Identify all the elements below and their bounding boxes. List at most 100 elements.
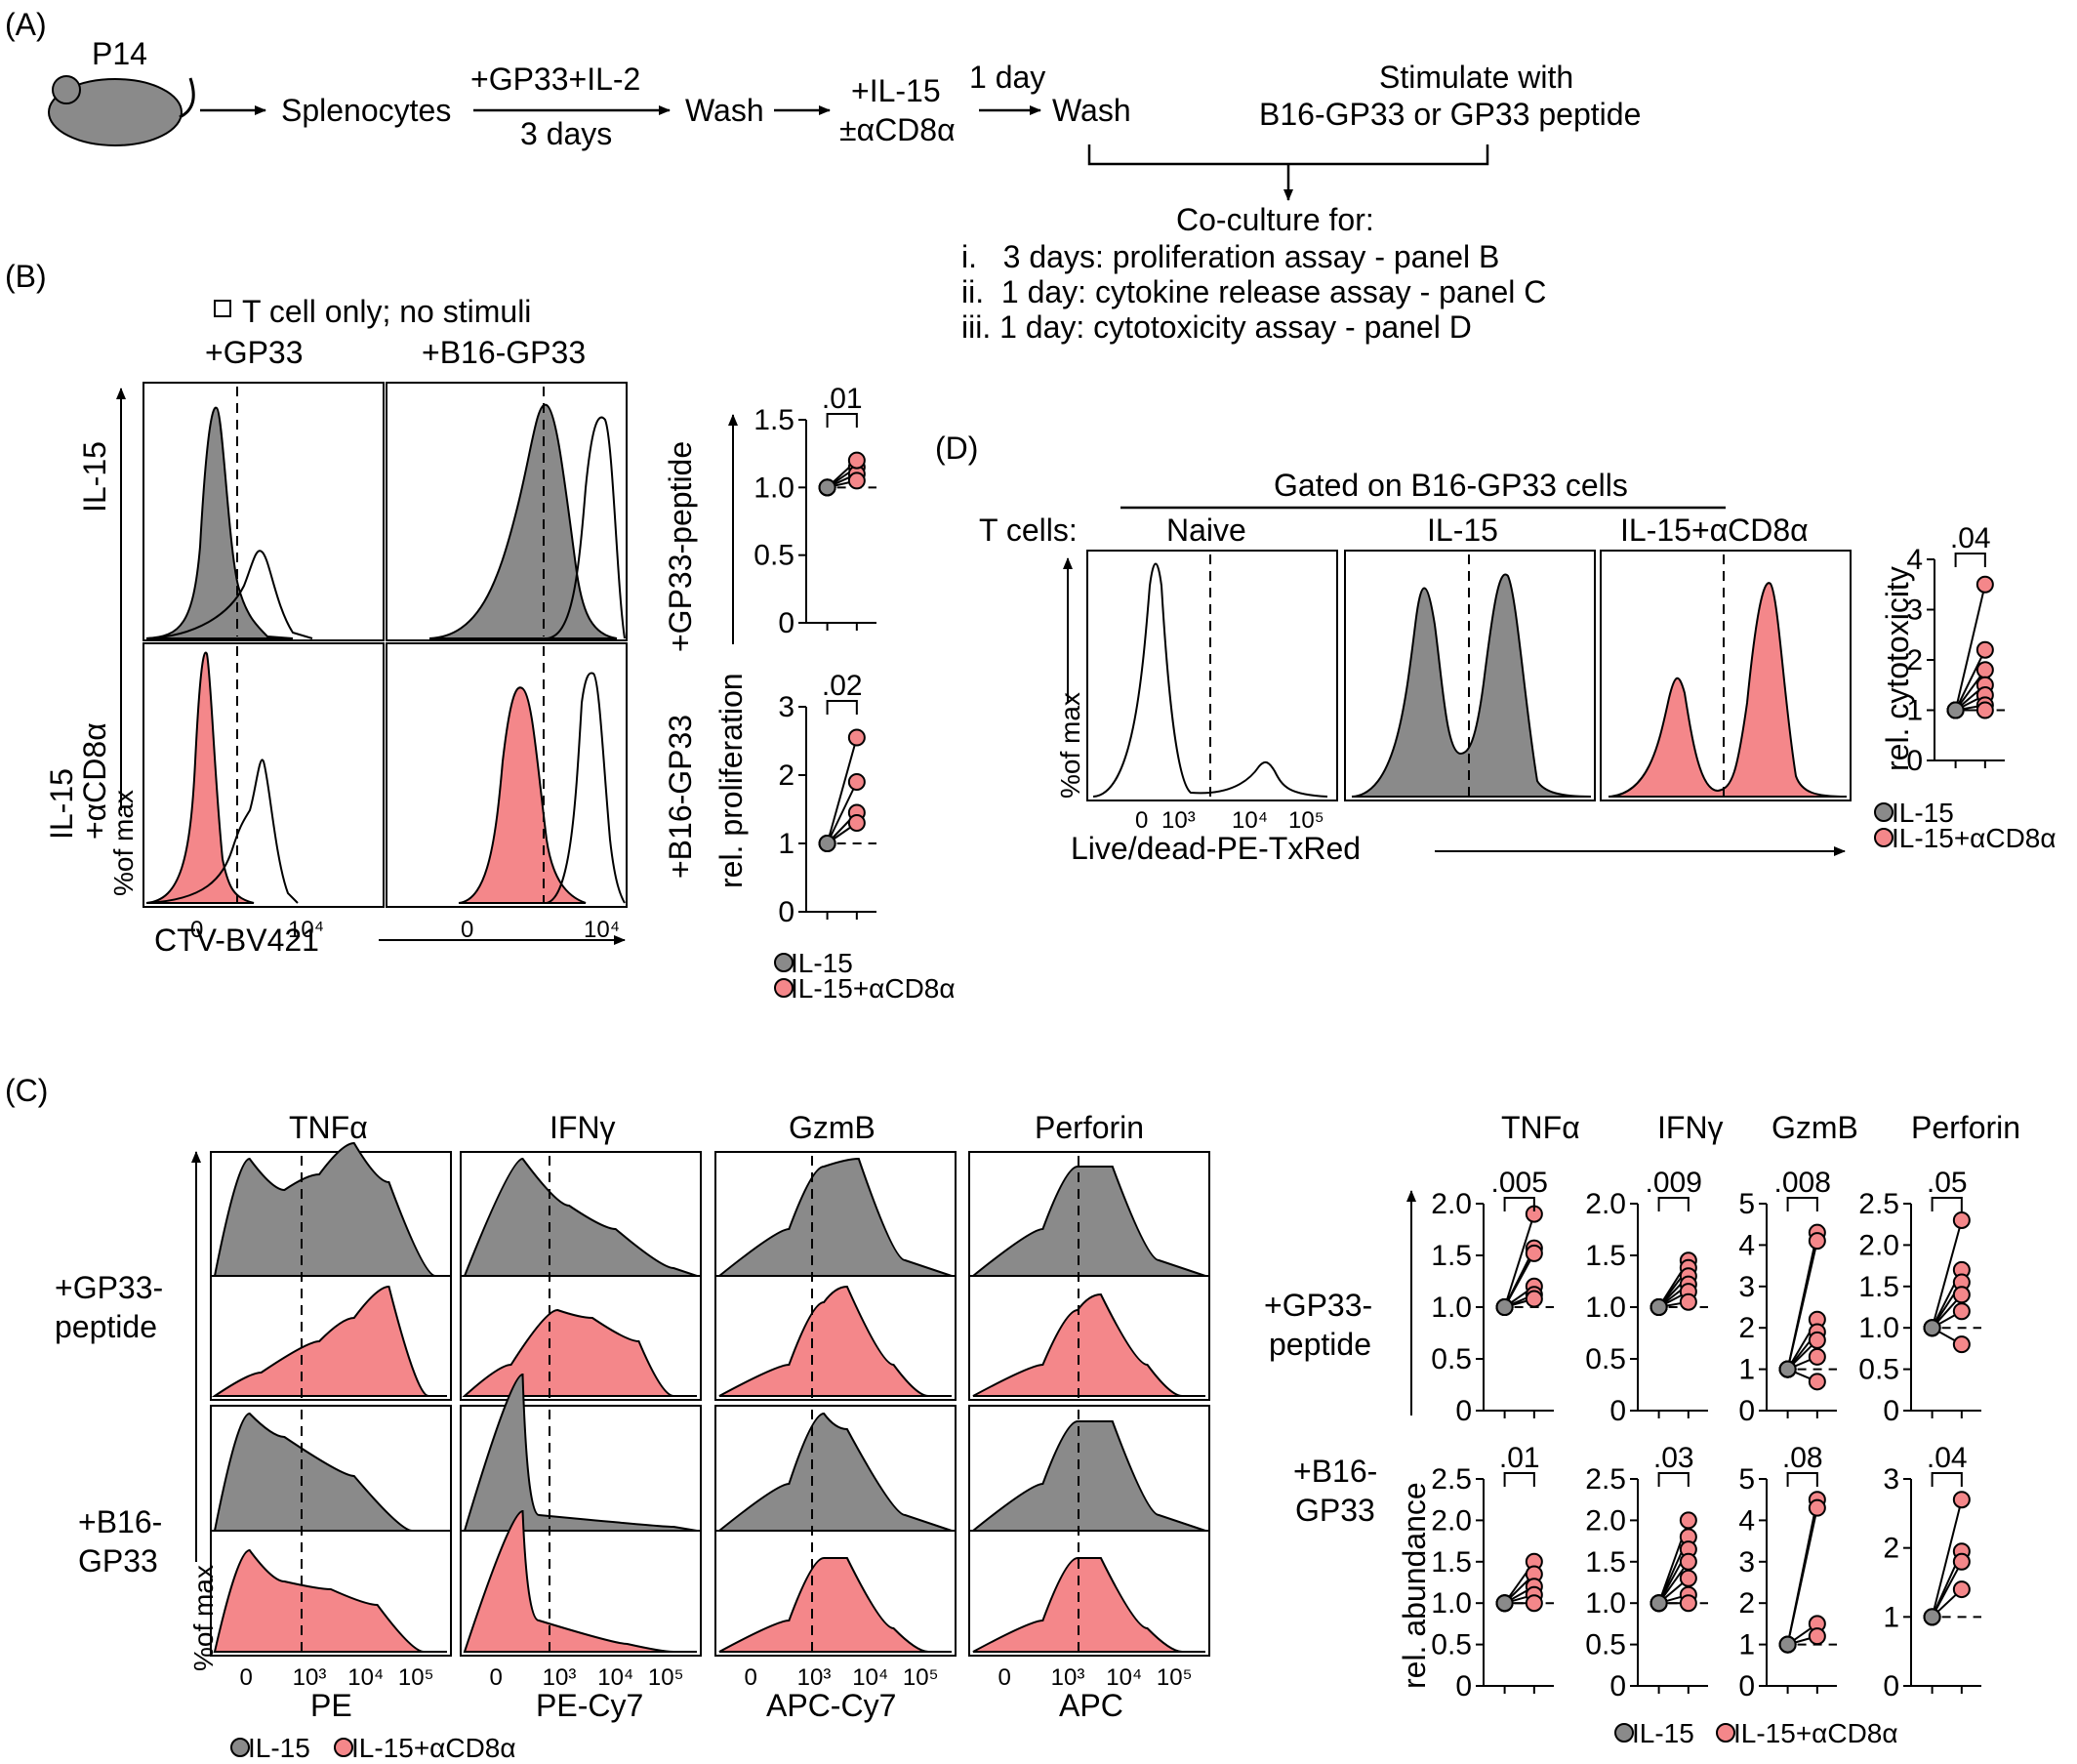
abund-gp33-tnfa-point-il15 <box>1495 1298 1514 1316</box>
dot-row-label-c-1a: +GP33- <box>1264 1288 1372 1323</box>
abund-b16-tnfa-bracket <box>1503 1472 1535 1487</box>
abund-gp33-perforin-point-il15-acd8 <box>1952 1210 1971 1229</box>
prolif-gp33-ytick-label: 0.5 <box>753 540 794 572</box>
abund-b16-ifng-ytick-label: 2.0 <box>1585 1504 1626 1537</box>
legend-swatch-il15 <box>774 953 794 972</box>
abund-gp33-ifng-ytick-label: 0 <box>1609 1395 1626 1427</box>
abund-b16-gzmb-bracket <box>1786 1472 1818 1487</box>
cytotox-ytick-label: 4 <box>1906 544 1923 576</box>
abund-gp33-ifng-p-value: .009 <box>1646 1167 1702 1199</box>
cytotox-point-il15-acd8 <box>1975 575 1994 594</box>
abund-b16-tnfa-ytick-label: 2.0 <box>1431 1504 1472 1537</box>
col-label-il15: IL-15 <box>1427 513 1498 548</box>
channel-apc-cy7: APC-Cy7 <box>766 1688 896 1723</box>
flow-grid-b <box>143 382 628 908</box>
stimulate-line-1: Stimulate with <box>1379 60 1573 95</box>
tick-c: 10⁴ <box>347 1664 384 1691</box>
prolif-gp33-bracket <box>826 413 858 428</box>
legend-swatch-c2-il15-acd8 <box>1716 1723 1735 1743</box>
abund-gp33-gzmb-bracket <box>1786 1197 1818 1211</box>
abund-b16-perforin-ytick-label: 1 <box>1883 1601 1899 1633</box>
dot-marker-gzmb: GzmB <box>1772 1110 1858 1145</box>
cytotox-point-il15-acd8 <box>1975 661 1994 679</box>
coculture-item-1: i. 3 days: proliferation assay - panel B <box>961 239 1499 274</box>
abund-gp33-perforin-point-il15-acd8 <box>1952 1286 1971 1304</box>
dot-y-axis-label-d: rel. cytotoxicity <box>1880 566 1915 771</box>
abund-b16-tnfa-point-il15-acd8 <box>1525 1594 1543 1613</box>
panel-a: (A) P14 Splenocytes +GP33+IL-2 3 days Wa… <box>5 7 1641 345</box>
abund-gp33-perforin-ytick-label: 2.0 <box>1858 1229 1899 1261</box>
panel-c: (C) TNFα IFNγ GzmB Perforin +GP33- pepti… <box>5 1073 2020 1763</box>
coculture-item-3: iii. 1 day: cytotoxicity assay - panel D <box>961 309 1472 345</box>
marker-perforin: Perforin <box>1035 1110 1144 1145</box>
x-axis-label-d: Live/dead-PE-TxRed <box>1071 831 1361 866</box>
abund-b16-perforin-ytick-label: 2 <box>1883 1533 1899 1565</box>
cytotox-point-il15-acd8 <box>1975 640 1994 659</box>
dot-row-label-c-2a: +B16- <box>1293 1454 1377 1489</box>
cytotox-ytick-label: 2 <box>1906 644 1923 677</box>
col-label-gp33: +GP33 <box>205 335 304 370</box>
abund-gp33-perforin-ytick-label: 0.5 <box>1858 1354 1899 1386</box>
abund-b16-gzmb-pair-line <box>1786 1507 1818 1645</box>
tick-b-0b: 0 <box>461 917 473 943</box>
tick-c: 10⁵ <box>903 1664 939 1691</box>
cytotox-point-il15-acd8 <box>1975 701 1994 719</box>
abund-gp33-gzmb-pair-line <box>1786 1240 1818 1370</box>
channel-apc: APC <box>1059 1688 1123 1723</box>
abund-gp33-gzmb-ytick-label: 5 <box>1738 1188 1755 1220</box>
histogram-il15 <box>970 1166 1206 1277</box>
abund-gp33-gzmb-point-il15-acd8 <box>1808 1373 1826 1391</box>
x-axis-label: CTV-BV421 <box>154 923 319 958</box>
abund-gp33-gzmb-point-il15-acd8 <box>1808 1232 1826 1251</box>
tick-c: 0 <box>240 1664 253 1691</box>
marker-tnfa: TNFα <box>289 1110 368 1145</box>
flow-grid-c: 0 10³ 10⁴ 10⁵ 0 10³ 10⁴ 10⁵ 0 10³ 10⁴ 10⁵ 0 10³ 10⁴ 10⁵ <box>210 1141 1210 1691</box>
marker-gzmb: GzmB <box>789 1110 876 1145</box>
panel-b-letter: (B) <box>5 259 47 294</box>
abund-gp33-gzmb-point-il15-acd8 <box>1808 1331 1826 1349</box>
row-label-il15-acd8-1: IL-15 <box>44 768 79 840</box>
abund-b16-gzmb-ytick-label: 4 <box>1738 1504 1755 1537</box>
abund-gp33-perforin-p-value: .05 <box>1927 1167 1968 1199</box>
abund-b16-perforin-point-il15 <box>1923 1608 1941 1626</box>
step-gp33-il2: +GP33+IL-2 <box>470 62 640 97</box>
dot-row-label-c-1b: peptide <box>1269 1327 1371 1362</box>
tick-d-10-5: 10⁵ <box>1288 807 1324 834</box>
row-label-c-2a: +B16- <box>78 1504 162 1539</box>
marker-ifng: IFNγ <box>550 1110 616 1145</box>
row-label-c-1b: peptide <box>55 1309 157 1344</box>
abund-b16-tnfa-ytick-label: 1.0 <box>1431 1587 1472 1620</box>
abund-gp33-perforin-ytick-label: 2.5 <box>1858 1188 1899 1220</box>
abund-b16-gzmb-ytick-label: 1 <box>1738 1629 1755 1661</box>
abund-b16-gzmb-ytick-label: 0 <box>1738 1670 1755 1702</box>
tick-b-10-4a: 10⁴ <box>288 917 324 943</box>
tick-d-10-3: 10³ <box>1161 807 1196 834</box>
legend-swatch-il15-acd8 <box>774 978 794 998</box>
abund-gp33-gzmb-point-il15-acd8 <box>1808 1347 1826 1366</box>
abund-b16-tnfa-point-il15 <box>1495 1594 1514 1613</box>
abund-gp33-perforin-point-il15 <box>1923 1319 1941 1337</box>
abund-gp33-ifng-bracket <box>1657 1197 1690 1211</box>
legend-label-c-il15-acd8: IL-15+αCD8α <box>351 1733 516 1763</box>
coculture-title: Co-culture for: <box>1176 202 1374 237</box>
abund-b16-perforin-pair-line <box>1931 1498 1963 1618</box>
legend-label-c2-il15-acd8: IL-15+αCD8α <box>1733 1718 1898 1748</box>
abund-gp33-tnfa-ytick-label: 0 <box>1455 1395 1472 1427</box>
histogram-il15-acd8 <box>972 1292 1205 1397</box>
tick-c: 10⁵ <box>1157 1664 1193 1691</box>
prolif-gp33-point-il15-acd8 <box>847 472 866 490</box>
abund-gp33-perforin-ytick-label: 0 <box>1883 1395 1899 1427</box>
tick-c: 10⁵ <box>648 1664 684 1691</box>
prolif-b16-point-il15-acd8 <box>847 773 866 791</box>
tick-c: 10³ <box>293 1664 327 1691</box>
prolif-b16-point-il15-acd8 <box>847 728 866 747</box>
abund-b16-ifng-bracket <box>1657 1472 1690 1487</box>
prolif-b16-point-il15-acd8 <box>847 814 866 832</box>
legend-swatch-c2-il15 <box>1614 1723 1634 1743</box>
abund-b16-ifng-point-il15 <box>1649 1594 1668 1613</box>
legend-label-il15: IL-15 <box>791 948 853 978</box>
prolif-b16-ytick-label: 0 <box>778 896 794 928</box>
abund-gp33-tnfa-p-value: .005 <box>1491 1167 1548 1199</box>
panel-b: (B) T cell only; no stimuli +GP33 +B16-G… <box>5 259 956 1004</box>
histogram-il15 <box>463 1373 698 1532</box>
